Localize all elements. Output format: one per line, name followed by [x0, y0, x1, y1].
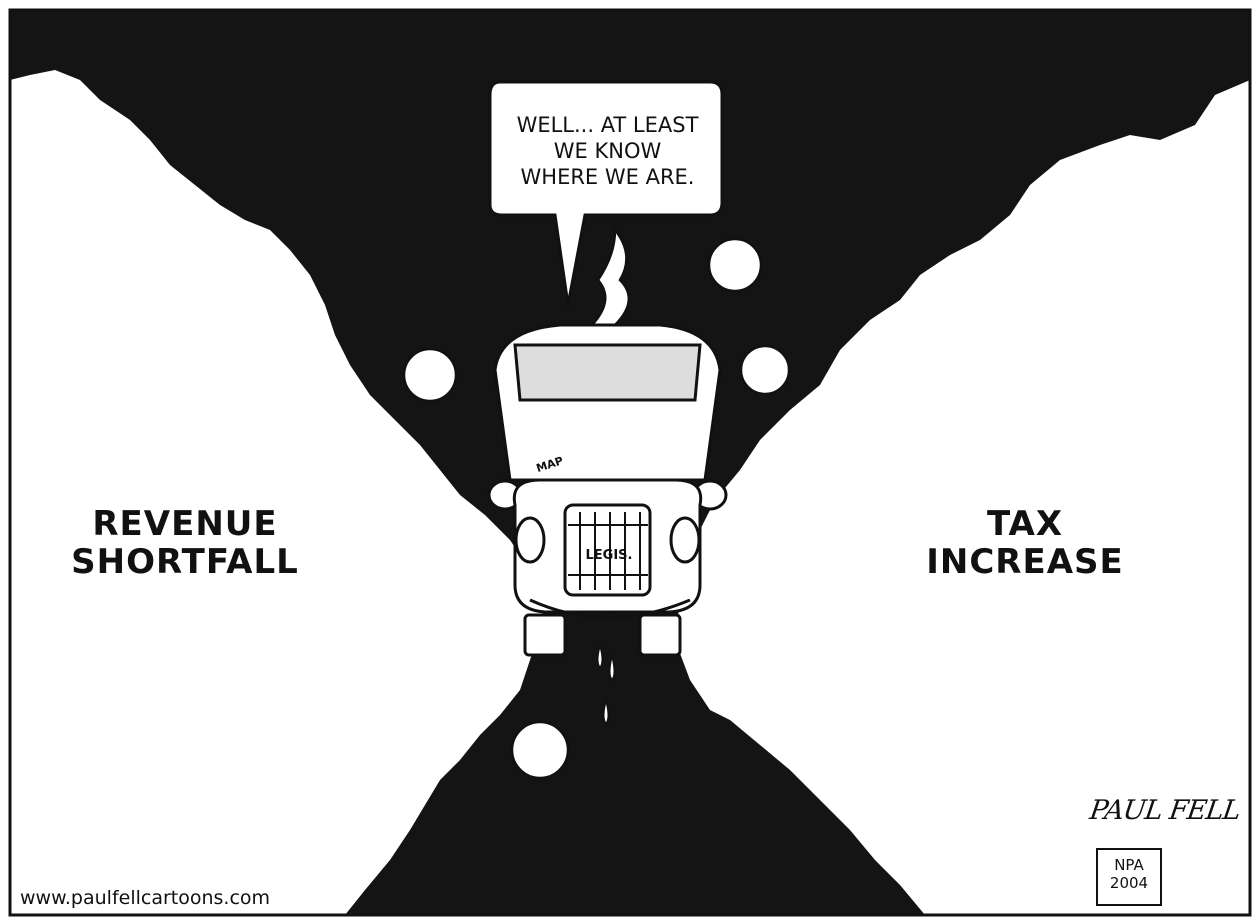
right-label-line: INCREASE [926, 542, 1124, 582]
npa-badge-line: NPA [1114, 856, 1144, 874]
smoke-puffs [402, 237, 791, 780]
artist-signature: PAUL FELL [1087, 795, 1242, 826]
left-cliff-label: REVENUE SHORTFALL [70, 505, 300, 581]
panel-border [8, 8, 1252, 917]
left-label-line: REVENUE [92, 504, 278, 544]
car-grille-label: LEGIS. [585, 548, 633, 563]
speech-line: WELL... AT LEAST [516, 113, 699, 137]
npa-badge-line: 2004 [1109, 874, 1149, 892]
car [487, 323, 728, 657]
oil-drips [596, 641, 616, 726]
website-credit: www.paulfellcartoons.com [20, 887, 271, 909]
right-cliff-label: TAX INCREASE [915, 505, 1135, 581]
right-label-line: TAX [986, 504, 1064, 544]
speech-bubble [488, 80, 724, 306]
car-grille [568, 512, 648, 590]
speech-line: WHERE WE ARE. [520, 165, 695, 189]
npa-badge: NPA 2004 [1096, 848, 1162, 906]
speech-line: WE KNOW [553, 139, 662, 163]
speech-bubble-text: WELL... AT LEAST WE KNOW WHERE WE ARE. [500, 112, 715, 190]
left-label-line: SHORTFALL [71, 542, 299, 582]
